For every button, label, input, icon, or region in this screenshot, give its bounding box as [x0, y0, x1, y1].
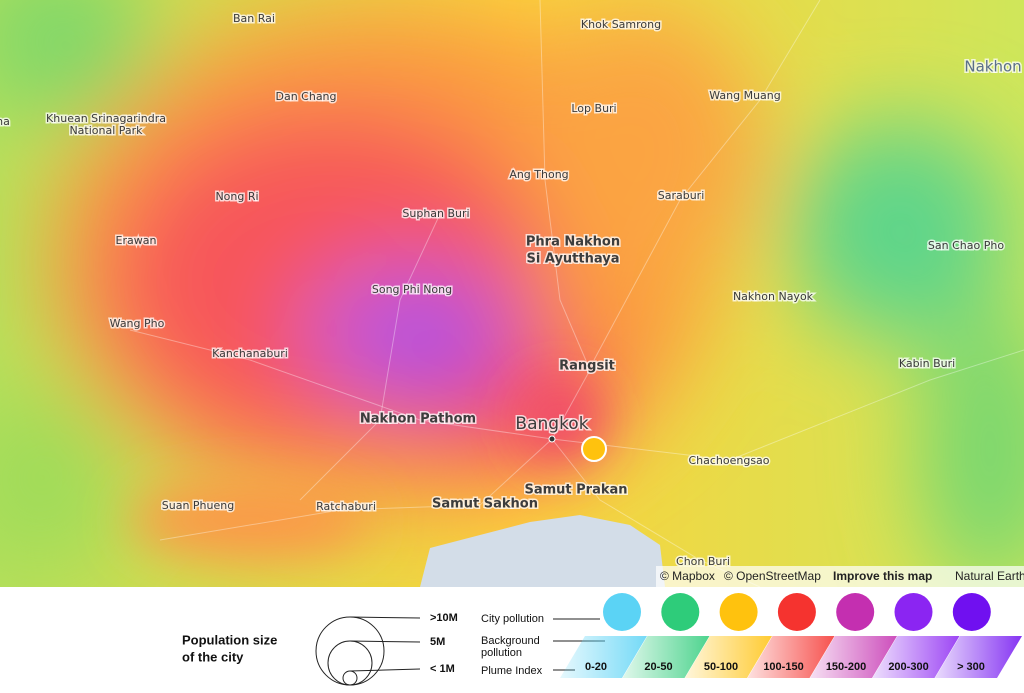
place-label: Samut Sakhon — [432, 497, 538, 512]
place-label: Samut Prakan — [524, 483, 627, 498]
attribution-text: Improve this map — [833, 569, 932, 583]
place-label: Kanchanaburi — [212, 347, 288, 360]
city-pollution-swatch — [603, 593, 641, 631]
legend-caption: Background — [481, 635, 540, 647]
plume-bin-label: 0-20 — [585, 661, 607, 673]
legend-caption: Plume Index — [481, 665, 543, 677]
city-pollution-marker[interactable] — [581, 436, 607, 462]
population-size: >10M — [430, 612, 458, 624]
place-label: Dan Chang — [275, 90, 336, 103]
place-label: Chachoengsao — [688, 454, 769, 467]
place-label: Nakhon Pathom — [360, 412, 476, 427]
place-label: Wang Muang — [709, 89, 781, 102]
place-label: na — [0, 115, 10, 128]
attribution-text: © OpenStreetMap — [724, 569, 821, 583]
place-label: Ban Rai — [233, 12, 275, 25]
plume-bin — [935, 636, 1022, 678]
place-label: Wang Pho — [110, 317, 165, 330]
place-label: San Chao Pho — [928, 239, 1004, 252]
plume-bin — [622, 636, 710, 678]
plume-bin — [810, 636, 897, 678]
city-pollution-swatch — [661, 593, 700, 631]
plume-bin — [747, 636, 835, 678]
place-label: Suan Phueng — [162, 499, 234, 512]
legend-caption: pollution — [481, 647, 522, 659]
place-label: Song Phi Nong — [372, 283, 452, 296]
place-label: Rangsit — [559, 359, 615, 374]
map[interactable]: Ban Rai Khok Samrong Nakhon na Dan Chang Lop … — [0, 0, 1024, 590]
city-pollution-swatch — [777, 593, 816, 631]
place-label: Kabin Buri — [899, 357, 955, 370]
place-label: Bangkok — [515, 414, 588, 434]
legend-title: Population size — [182, 632, 277, 647]
plume-bin — [560, 636, 647, 678]
place-label: Erawan — [116, 234, 157, 247]
plume-bin — [872, 636, 960, 678]
attribution-text: Natural Earth — [955, 569, 1024, 583]
place-label: National Park — [69, 124, 143, 137]
place-label: Nakhon Nayok — [733, 290, 814, 303]
plume-bin-label: 150-200 — [826, 661, 866, 673]
city-pollution-swatch — [719, 593, 758, 631]
heatmap-detail — [130, 380, 600, 560]
place-label: Chon Buri — [676, 555, 730, 568]
place-label: Nong Ri — [215, 190, 258, 203]
map-labels: Ban Rai Khok Samrong Nakhon na Dan Chang Lop … — [0, 11, 1023, 570]
place-label: Ratchaburi — [316, 500, 376, 513]
attribution-bg — [656, 566, 1024, 587]
attribution: © Mapbox © OpenStreetMap Improve this map N… — [660, 569, 1024, 583]
sea — [420, 515, 665, 587]
city-pollution-swatch — [952, 593, 991, 631]
plume-bin-label: 50-100 — [704, 661, 738, 673]
plume-bin-label: 100-150 — [763, 661, 803, 673]
place-label: Khok Samrong — [581, 18, 661, 31]
place-label: Nakhon — [964, 58, 1021, 76]
legend-caption: City pollution — [481, 613, 544, 625]
legend-title: of the city — [182, 649, 244, 664]
place-label: Khuean Srinagarindra — [46, 112, 166, 125]
city-pollution-swatch — [836, 593, 875, 631]
plume-bin-label: > 300 — [957, 661, 985, 673]
place-label: Ang Thong — [509, 168, 568, 181]
place-label: Saraburi — [658, 189, 705, 202]
place-label: Si Ayutthaya — [527, 252, 620, 267]
plume-bin-label: 200-300 — [888, 661, 928, 673]
legend: Population size of the city >10M 5M < 1M… — [0, 587, 1024, 693]
population-size: < 1M — [430, 663, 455, 675]
population-size: 5M — [430, 636, 445, 648]
plume-bin — [685, 636, 772, 678]
plume-bin-label: 20-50 — [644, 661, 672, 673]
city-pollution-swatch — [894, 593, 933, 631]
attribution-text: © Mapbox — [660, 569, 715, 583]
place-label: Lop Buri — [571, 102, 616, 115]
place-label: Phra Nakhon — [526, 235, 620, 250]
city-dot — [548, 435, 556, 443]
place-label: Suphan Buri — [402, 207, 469, 220]
